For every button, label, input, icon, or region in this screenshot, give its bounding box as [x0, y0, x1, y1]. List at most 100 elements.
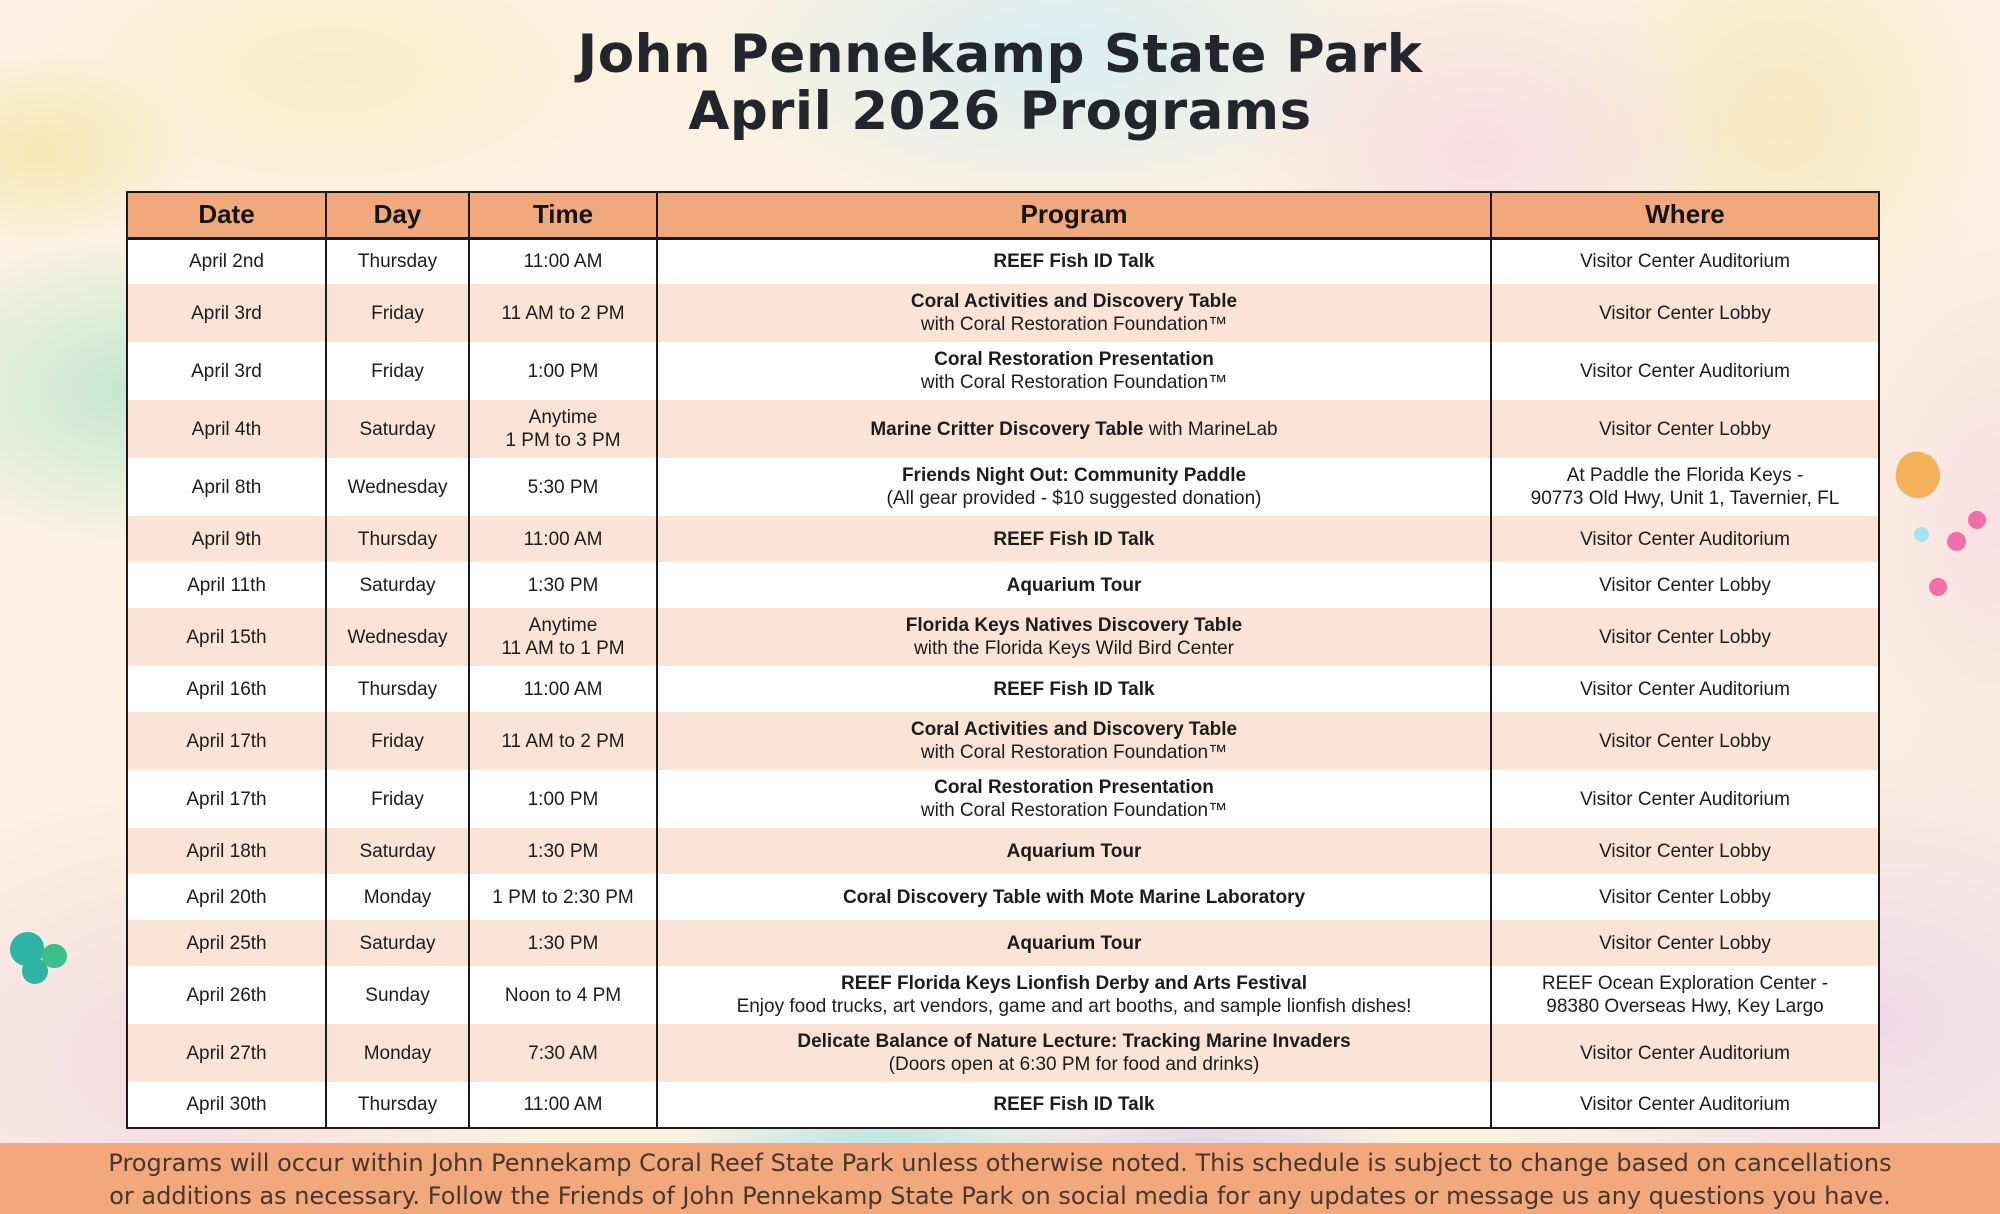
cell-date: April 17th: [186, 788, 267, 810]
footer-line-1: Programs will occur within John Pennekam…: [108, 1149, 1892, 1177]
cell-program: REEF Florida Keys Lionfish Derby and Art…: [656, 966, 1491, 1024]
cell-where: REEF Ocean Exploration Center -98380 Ove…: [1490, 966, 1879, 1024]
table-row: April 25th Saturday 1:30 PM Aquarium Tour Vi…: [127, 920, 1879, 966]
cell-day: Wednesday: [325, 608, 469, 666]
cell-day: Saturday: [325, 400, 469, 458]
cell-program: REEF Fish ID Talk: [656, 516, 1491, 562]
cell-time: 1:00 PM: [468, 342, 657, 400]
cell-day: Saturday: [325, 920, 469, 966]
cell-where: Visitor Center Lobby: [1490, 920, 1879, 966]
column-header-day: Day: [325, 192, 469, 240]
cell-day: Saturday: [325, 562, 469, 608]
table-row: April 26th Sunday Noon to 4 PM REEF Florida…: [127, 966, 1879, 1024]
cell-time: 1:30 PM: [468, 828, 657, 874]
cell-program: Coral Activities and Discovery Table with…: [656, 712, 1491, 770]
cell-program: Florida Keys Natives Discovery Table with…: [656, 608, 1491, 666]
cell-where: Visitor Center Auditorium: [1490, 770, 1879, 828]
cell-date: April 11th: [187, 574, 266, 596]
cell-time: 11 AM to 2 PM: [468, 712, 657, 770]
cell-time: Anytime 11 AM to 1 PM: [468, 608, 657, 666]
cell-time: 1 PM to 2:30 PM: [468, 874, 657, 920]
cell-time: 5:30 PM: [468, 458, 657, 516]
watercolor-blue-dot: [1914, 527, 1929, 542]
cell-time: 11:00 AM: [468, 516, 657, 562]
schedule-table: Date Day Time Program Where April 2nd Thursda…: [126, 191, 1880, 1129]
cell-day: Thursday: [325, 1082, 469, 1128]
column-header-time: Time: [468, 192, 657, 240]
cell-where: Visitor Center Lobby: [1490, 608, 1879, 666]
column-header-date: Date: [127, 192, 326, 240]
table-row: April 3rd Friday 1:00 PM Coral Restoration …: [127, 342, 1879, 400]
title-line-1: John Pennekamp State Park: [577, 24, 1423, 85]
cell-time: 11:00 AM: [468, 238, 657, 284]
table-row: April 4th Saturday Anytime 1 PM to 3 PM Mari…: [127, 400, 1879, 458]
cell-where: Visitor Center Lobby: [1490, 284, 1879, 342]
watercolor-orange-blob: [1892, 448, 1944, 502]
cell-date: April 20th: [186, 886, 267, 908]
table-row: April 27th Monday 7:30 AM Delicate Balance …: [127, 1024, 1879, 1082]
cell-where: Visitor Center Lobby: [1490, 712, 1879, 770]
table-row: April 15th Wednesday Anytime 11 AM to 1 PM F…: [127, 608, 1879, 666]
cell-date: April 18th: [127, 828, 326, 874]
footer-line-2: or additions as necessary. Follow the Fr…: [109, 1182, 1891, 1210]
cell-where: Visitor Center Auditorium: [1490, 516, 1879, 562]
cell-day: Saturday: [325, 828, 469, 874]
footer-note: Programs will occur within John Pennekam…: [0, 1143, 2000, 1214]
table-row: April 8th Wednesday 5:30 PM Friends Night O…: [127, 458, 1879, 516]
watercolor-pink-dot: [1947, 532, 1966, 551]
cell-day: Monday: [325, 1024, 469, 1082]
cell-program: REEF Fish ID Talk: [656, 238, 1491, 284]
watercolor-pink-dot: [1968, 511, 1986, 529]
cell-day: Friday: [325, 712, 469, 770]
page-title: John Pennekamp State Park April 2026 Pro…: [0, 26, 2000, 140]
cell-where: Visitor Center Lobby: [1490, 562, 1879, 608]
cell-program: Marine Critter Discovery Table with Mari…: [656, 400, 1491, 458]
table-row: April 11th Saturday 1:30 PM Aquarium Tour Vi…: [127, 562, 1879, 608]
table-row: April 18th Saturday 1:30 PM Aquarium Tour Vi…: [127, 828, 1879, 874]
cell-time: 7:30 AM: [468, 1024, 657, 1082]
table-row: April 17th Friday 1:00 PM Coral Restoration…: [127, 770, 1879, 828]
cell-program: Coral Restoration Presentation with Coral…: [656, 770, 1491, 828]
title-line-2: April 2026 Programs: [688, 81, 1312, 142]
cell-date: April 3rd: [191, 360, 262, 382]
cell-where: Visitor Center Lobby: [1490, 400, 1879, 458]
cell-program: Aquarium Tour: [656, 562, 1491, 608]
table-row: April 20th Monday 1 PM to 2:30 PM Coral Dis…: [127, 874, 1879, 920]
cell-day: Friday: [325, 342, 469, 400]
cell-date: April 2nd: [189, 251, 264, 273]
watercolor-green-blob: [42, 944, 67, 968]
cell-date: April 25th: [127, 920, 326, 966]
cell-program: Coral Restoration Presentation with Coral…: [656, 342, 1491, 400]
cell-day: Thursday: [325, 516, 469, 562]
cell-day: Friday: [325, 284, 469, 342]
cell-where: Visitor Center Lobby: [1490, 828, 1879, 874]
cell-date: April 26th: [186, 984, 267, 1006]
cell-date: April 17th: [127, 712, 326, 770]
cell-time: 1:00 PM: [468, 770, 657, 828]
cell-date: April 16th: [186, 678, 267, 700]
cell-date: April 15th: [127, 608, 326, 666]
table-row: April 3rd Friday 11 AM to 2 PM Coral Activi…: [127, 284, 1879, 342]
cell-time: 1:30 PM: [468, 562, 657, 608]
table-row: April 30th Thursday 11:00 AM REEF Fish ID T…: [127, 1082, 1879, 1128]
cell-where: Visitor Center Auditorium: [1490, 238, 1879, 284]
cell-time: 11:00 AM: [468, 1082, 657, 1128]
cell-program: Delicate Balance of Nature Lecture: Trac…: [656, 1024, 1491, 1082]
cell-time: 1:30 PM: [468, 920, 657, 966]
cell-where: Visitor Center Lobby: [1490, 874, 1879, 920]
table-row: April 9th Thursday 11:00 AM REEF Fish ID Ta…: [127, 516, 1879, 562]
cell-date: April 9th: [127, 516, 326, 562]
cell-program: REEF Fish ID Talk: [656, 1082, 1491, 1128]
cell-time: Noon to 4 PM: [468, 966, 657, 1024]
cell-program: REEF Fish ID Talk: [656, 666, 1491, 712]
cell-where: Visitor Center Auditorium: [1490, 342, 1879, 400]
table-row: April 16th Thursday 11:00 AM REEF Fish ID T…: [127, 666, 1879, 712]
cell-day: Wednesday: [325, 458, 469, 516]
cell-time: Anytime 1 PM to 3 PM: [468, 400, 657, 458]
table-row: April 17th Friday 11 AM to 2 PM Coral Activ…: [127, 712, 1879, 770]
cell-date: April 30th: [186, 1094, 267, 1115]
cell-where: Visitor Center Auditorium: [1490, 1082, 1879, 1128]
cell-program: Friends Night Out: Community Paddle (All …: [656, 458, 1491, 516]
cell-date: April 3rd: [127, 284, 326, 342]
